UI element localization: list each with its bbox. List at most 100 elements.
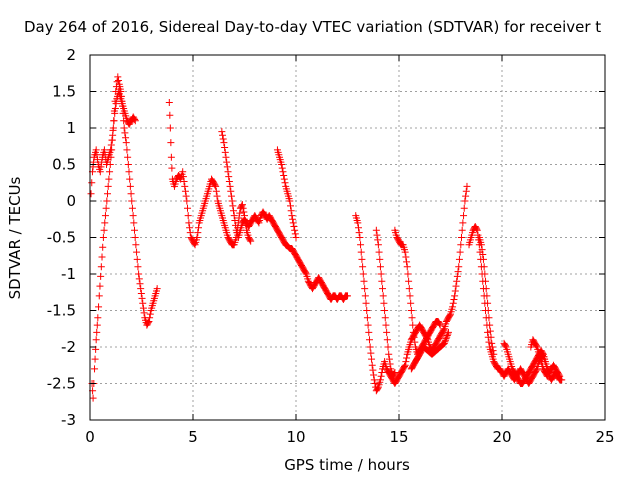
data-point bbox=[107, 141, 115, 149]
data-point bbox=[111, 105, 119, 113]
data-point bbox=[211, 181, 219, 189]
data-point bbox=[485, 314, 493, 322]
data-point bbox=[383, 336, 391, 344]
data-point bbox=[88, 179, 96, 187]
data-point bbox=[483, 292, 491, 300]
data-point bbox=[386, 360, 394, 368]
data-point bbox=[107, 146, 115, 154]
data-point bbox=[184, 204, 192, 212]
data-point bbox=[166, 124, 174, 132]
data-point bbox=[120, 124, 128, 132]
data-point bbox=[121, 129, 129, 137]
data-point bbox=[453, 277, 461, 285]
data-point bbox=[382, 321, 390, 329]
data-point bbox=[405, 285, 413, 293]
data-point bbox=[133, 255, 141, 263]
data-point bbox=[501, 342, 509, 350]
grid-lines bbox=[90, 55, 605, 420]
data-point bbox=[480, 263, 488, 271]
data-point bbox=[186, 224, 194, 232]
data-point bbox=[486, 327, 494, 335]
data-point bbox=[240, 208, 248, 216]
chart-title: Day 264 of 2016, Sidereal Day-to-day VTE… bbox=[24, 18, 601, 36]
data-point bbox=[183, 197, 191, 205]
data-point bbox=[440, 339, 448, 347]
data-point bbox=[190, 240, 198, 248]
y-tick-labels: -3 -2.5 -2 -1.5 -1 -0.5 0 0.5 1 1.5 2 bbox=[47, 46, 76, 429]
y-tick-label: -2 bbox=[61, 338, 76, 356]
data-point bbox=[290, 223, 298, 231]
data-point bbox=[87, 190, 95, 198]
data-point bbox=[391, 369, 399, 377]
data-point bbox=[219, 135, 227, 143]
data-point bbox=[381, 314, 389, 322]
data-point bbox=[278, 161, 286, 168]
data-point bbox=[461, 197, 469, 205]
data-point bbox=[212, 182, 220, 190]
data-point bbox=[289, 219, 297, 227]
data-point bbox=[223, 163, 231, 171]
data-point bbox=[532, 342, 540, 350]
data-point bbox=[126, 175, 134, 183]
data-point bbox=[131, 115, 139, 123]
data-point bbox=[109, 124, 117, 132]
data-point bbox=[374, 241, 382, 249]
data-point bbox=[93, 321, 101, 329]
data-point bbox=[101, 219, 109, 227]
data-point bbox=[182, 192, 190, 200]
data-point bbox=[125, 168, 133, 176]
x-tick-label: 15 bbox=[389, 428, 408, 446]
data-point bbox=[91, 365, 99, 373]
data-point bbox=[281, 179, 289, 187]
data-point bbox=[368, 361, 376, 369]
data-point bbox=[362, 299, 370, 307]
data-point bbox=[390, 370, 398, 378]
data-point bbox=[442, 335, 450, 343]
data-point bbox=[457, 234, 465, 241]
data-point bbox=[230, 212, 238, 220]
data-point bbox=[225, 178, 233, 186]
data-point bbox=[473, 225, 481, 233]
data-point bbox=[229, 202, 237, 210]
data-point bbox=[473, 226, 481, 234]
data-point bbox=[406, 292, 414, 300]
data-point bbox=[247, 237, 255, 245]
data-point bbox=[456, 248, 464, 256]
x-tick-label: 20 bbox=[492, 428, 511, 446]
data-point bbox=[246, 236, 254, 244]
data-point bbox=[357, 241, 365, 249]
x-tick-label: 25 bbox=[595, 428, 614, 446]
data-point bbox=[223, 158, 231, 166]
data-point bbox=[451, 292, 459, 300]
data-point bbox=[139, 304, 147, 312]
data-point bbox=[365, 328, 373, 336]
data-point bbox=[136, 280, 144, 288]
data-point bbox=[409, 321, 417, 329]
data-point bbox=[385, 355, 393, 363]
data-point bbox=[478, 246, 486, 254]
data-point bbox=[372, 226, 380, 234]
data-point bbox=[186, 229, 194, 237]
data-point bbox=[543, 372, 551, 380]
data-point bbox=[374, 236, 382, 244]
data-point bbox=[477, 241, 485, 249]
x-axis-label: GPS time / hours bbox=[284, 456, 410, 474]
data-point bbox=[114, 73, 122, 81]
data-point bbox=[532, 366, 540, 374]
data-point bbox=[193, 234, 201, 241]
data-point bbox=[95, 292, 103, 300]
data-point bbox=[110, 117, 118, 125]
data-point bbox=[137, 289, 145, 297]
data-point bbox=[291, 226, 299, 234]
data-point bbox=[407, 307, 415, 314]
data-point bbox=[403, 354, 411, 362]
data-point bbox=[112, 100, 120, 108]
data-point bbox=[357, 248, 365, 256]
data-point bbox=[455, 255, 463, 263]
data-point bbox=[97, 163, 105, 171]
plot-frame bbox=[89, 54, 606, 421]
data-point bbox=[131, 234, 139, 241]
data-point bbox=[375, 248, 383, 256]
data-point bbox=[100, 226, 108, 234]
data-point bbox=[230, 207, 238, 215]
